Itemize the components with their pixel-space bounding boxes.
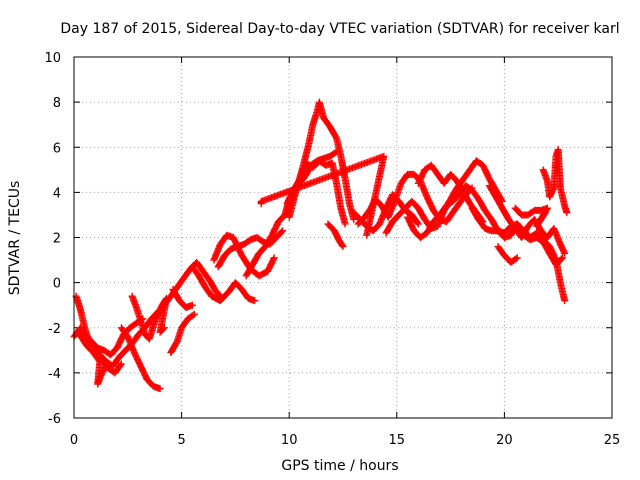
data-point: [559, 254, 567, 262]
x-tick-labels: 0 5 10 15 20 25: [70, 433, 620, 448]
y-tick-label: -4: [48, 367, 61, 382]
y-tick-label: 8: [53, 96, 61, 111]
data-points: [70, 98, 571, 393]
data-point: [338, 241, 346, 249]
series-track-4: [117, 324, 164, 393]
y-tick-label: 6: [53, 141, 61, 156]
data-point: [541, 210, 549, 218]
x-tick-label: 20: [496, 433, 513, 448]
data-point: [102, 363, 110, 371]
series-track-8: [188, 263, 259, 305]
series-track-6: [128, 292, 171, 343]
series-isolated: [257, 152, 388, 239]
series-track-23: [494, 243, 521, 266]
data-point: [561, 297, 569, 305]
series-track-25: [539, 146, 571, 217]
data-point: [156, 385, 164, 393]
data-point: [339, 243, 347, 251]
series-track-5: [74, 328, 110, 388]
data-point: [363, 231, 371, 239]
data-point: [191, 310, 199, 318]
x-tick-label: 25: [604, 433, 621, 448]
x-tick-label: 10: [281, 433, 298, 448]
data-point: [341, 220, 349, 228]
data-point: [563, 209, 571, 217]
data-point: [512, 255, 520, 263]
series-track-24: [511, 204, 551, 230]
data-point: [414, 220, 422, 228]
data-point: [278, 228, 286, 236]
y-tick-label: 2: [53, 232, 61, 247]
data-point: [116, 361, 124, 369]
data-point: [541, 209, 549, 217]
x-tick-label: 15: [389, 433, 406, 448]
series-track-15: [324, 220, 347, 251]
y-axis-title: SDTVAR / TECUs: [7, 181, 23, 296]
data-point: [270, 254, 278, 262]
data-point: [102, 362, 110, 370]
data-point: [350, 215, 358, 223]
series-track-7: [167, 310, 199, 357]
series-track-22: [485, 182, 569, 257]
y-tick-label: 10: [44, 51, 61, 66]
data-point: [160, 324, 168, 332]
data-point: [513, 254, 521, 262]
data-point: [189, 311, 197, 319]
data-point: [557, 255, 565, 263]
data-point: [413, 219, 421, 227]
x-tick-label: 0: [70, 433, 78, 448]
series-track-9: [169, 285, 196, 311]
y-tick-labels: -6 -4 -2 0 2 4 6 8 10: [44, 51, 61, 427]
plot-frame: [73, 56, 613, 419]
data-point: [561, 249, 569, 257]
grid-lines: [74, 57, 612, 418]
y-tick-label: -6: [48, 412, 61, 427]
chart-title: Day 187 of 2015, Sidereal Day-to-day VTE…: [60, 21, 619, 37]
data-point: [279, 227, 287, 235]
y-tick-label: 4: [53, 186, 61, 201]
data-point: [251, 297, 259, 305]
y-tick-label: -2: [48, 322, 61, 337]
data-point: [117, 360, 125, 368]
series-track-21: [468, 204, 567, 269]
y-tick-label: 0: [53, 277, 61, 292]
data-point: [188, 301, 196, 309]
x-tick-label: 5: [177, 433, 185, 448]
data-point: [159, 325, 167, 333]
x-axis-title: GPS time / hours: [281, 458, 398, 474]
